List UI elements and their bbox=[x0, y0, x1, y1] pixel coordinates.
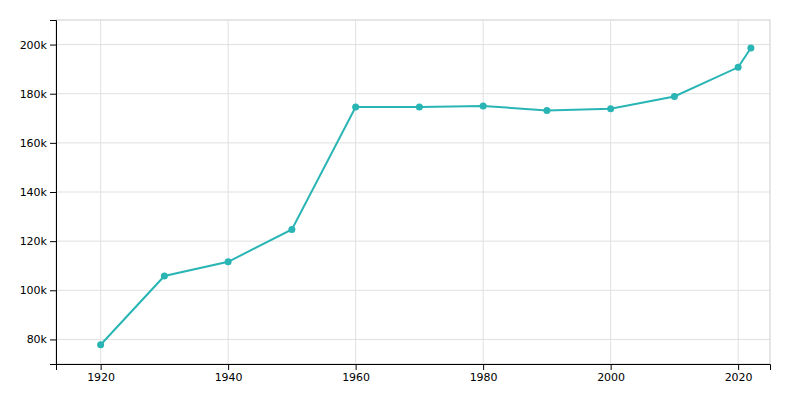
grid-line bbox=[610, 20, 611, 364]
tick-label: 200k bbox=[20, 39, 48, 52]
tick: 160k bbox=[20, 137, 56, 150]
grid-line bbox=[56, 339, 770, 340]
point bbox=[225, 258, 232, 265]
point bbox=[735, 64, 742, 71]
axis-line bbox=[57, 365, 771, 371]
tick-label: 120k bbox=[20, 235, 48, 248]
tick-label: 160k bbox=[20, 137, 48, 150]
tick: 120k bbox=[20, 235, 56, 248]
tick: 1980 bbox=[470, 364, 498, 384]
point bbox=[747, 44, 754, 51]
tick: 1940 bbox=[215, 364, 243, 384]
tick-mark bbox=[50, 143, 56, 144]
grid-line bbox=[100, 20, 101, 364]
tick-mark bbox=[101, 364, 102, 370]
tick-mark bbox=[738, 364, 739, 370]
grid-line bbox=[56, 241, 770, 242]
point bbox=[288, 226, 295, 233]
point bbox=[97, 341, 104, 348]
tick-label: 140k bbox=[20, 186, 48, 199]
grid-line bbox=[483, 20, 484, 364]
tick: 2020 bbox=[725, 364, 753, 384]
grid-line bbox=[738, 20, 739, 364]
grid-line bbox=[56, 93, 770, 94]
tick-mark bbox=[611, 364, 612, 370]
tick: 80k bbox=[27, 333, 56, 346]
tick: 200k bbox=[20, 39, 56, 52]
tick: 180k bbox=[20, 88, 56, 101]
tick: 100k bbox=[20, 284, 56, 297]
line bbox=[101, 48, 751, 345]
tick: 1920 bbox=[87, 364, 115, 384]
tick-mark bbox=[50, 241, 56, 242]
tick-label: 100k bbox=[20, 284, 48, 297]
tick-label: 2000 bbox=[597, 371, 625, 384]
plot-frame bbox=[56, 20, 770, 364]
tick: 140k bbox=[20, 186, 56, 199]
grid bbox=[56, 20, 770, 364]
tick-mark bbox=[50, 45, 56, 46]
grid-line bbox=[56, 290, 770, 291]
tick-mark bbox=[50, 290, 56, 291]
point bbox=[416, 104, 423, 111]
marks bbox=[97, 44, 754, 348]
point bbox=[161, 273, 168, 280]
tick-label: 1980 bbox=[470, 371, 498, 384]
tick: 1960 bbox=[342, 364, 370, 384]
y-axis: 80k 100k 120k 140k 160k 180k 200k bbox=[20, 21, 57, 365]
grid-line bbox=[228, 20, 229, 364]
tick-label: 1920 bbox=[87, 371, 115, 384]
point bbox=[480, 102, 487, 109]
tick-label: 80k bbox=[27, 333, 48, 346]
axis-line bbox=[50, 21, 57, 365]
tick-mark bbox=[483, 364, 484, 370]
chart: 1920 1940 1960 1980 2000 2020 80k 100k 120k 140k 1… bbox=[0, 0, 800, 400]
tick-mark bbox=[50, 339, 56, 340]
grid-line bbox=[355, 20, 356, 364]
grid-line bbox=[56, 142, 770, 143]
point bbox=[671, 93, 678, 100]
point bbox=[607, 105, 614, 112]
tick-mark bbox=[356, 364, 357, 370]
point bbox=[543, 107, 550, 114]
point bbox=[352, 104, 359, 111]
tick-label: 1940 bbox=[215, 371, 243, 384]
tick-label: 2020 bbox=[725, 371, 753, 384]
tick-label: 180k bbox=[20, 88, 48, 101]
tick-mark bbox=[50, 192, 56, 193]
grid-line bbox=[56, 192, 770, 193]
plot: 1920 1940 1960 1980 2000 2020 80k 100k 120k 140k 1… bbox=[20, 20, 771, 384]
tick: 2000 bbox=[597, 364, 625, 384]
tick-mark bbox=[228, 364, 229, 370]
x-axis: 1920 1940 1960 1980 2000 2020 bbox=[57, 364, 771, 384]
tick-mark bbox=[50, 94, 56, 95]
tick-label: 1960 bbox=[342, 371, 370, 384]
grid-line bbox=[56, 44, 770, 45]
